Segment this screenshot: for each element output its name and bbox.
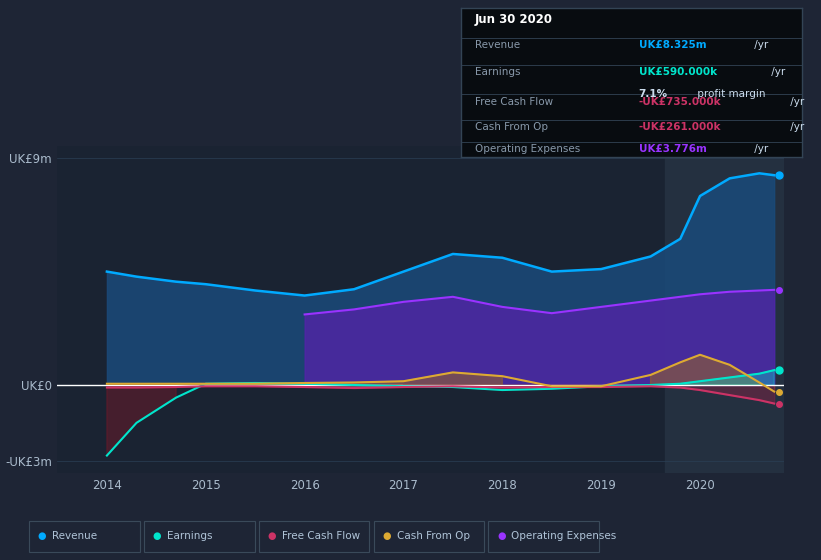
Text: ●: ● xyxy=(153,531,161,541)
Text: Jun 30 2020: Jun 30 2020 xyxy=(475,13,553,26)
Text: ●: ● xyxy=(38,531,46,541)
Text: Cash From Op: Cash From Op xyxy=(475,122,548,132)
Text: ●: ● xyxy=(383,531,391,541)
Text: /yr: /yr xyxy=(768,67,786,77)
Text: Free Cash Flow: Free Cash Flow xyxy=(475,97,553,107)
Text: -UK£735.000k: -UK£735.000k xyxy=(639,97,721,107)
Text: ●: ● xyxy=(268,531,276,541)
Text: ●: ● xyxy=(498,531,506,541)
Bar xyxy=(666,146,784,473)
Text: /yr: /yr xyxy=(751,40,768,50)
Text: Operating Expenses: Operating Expenses xyxy=(511,531,617,541)
Text: Operating Expenses: Operating Expenses xyxy=(475,144,580,154)
Text: /yr: /yr xyxy=(787,122,804,132)
Text: UK£590.000k: UK£590.000k xyxy=(639,67,717,77)
Text: UK£3.776m: UK£3.776m xyxy=(639,144,706,154)
Text: Cash From Op: Cash From Op xyxy=(397,531,470,541)
Text: Revenue: Revenue xyxy=(475,40,521,50)
Text: profit margin: profit margin xyxy=(694,89,765,99)
Text: 7.1%: 7.1% xyxy=(639,89,667,99)
Text: Earnings: Earnings xyxy=(167,531,212,541)
Text: UK£8.325m: UK£8.325m xyxy=(639,40,706,50)
Text: Earnings: Earnings xyxy=(475,67,521,77)
Text: /yr: /yr xyxy=(751,144,768,154)
Text: /yr: /yr xyxy=(787,97,804,107)
Text: Free Cash Flow: Free Cash Flow xyxy=(282,531,360,541)
Text: Revenue: Revenue xyxy=(52,531,97,541)
Text: -UK£261.000k: -UK£261.000k xyxy=(639,122,721,132)
